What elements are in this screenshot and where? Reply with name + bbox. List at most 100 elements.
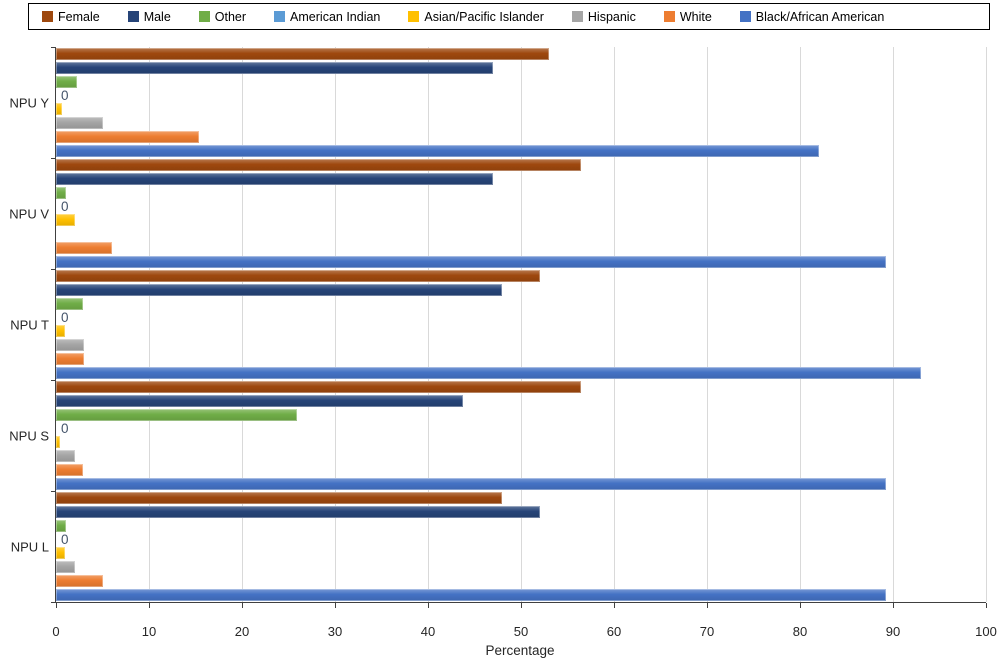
gridline: [148, 47, 150, 602]
x-axis-tick: [892, 603, 894, 608]
legend-item: Other: [198, 9, 247, 24]
y-axis-tick: [51, 601, 56, 603]
x-tick-label: 10: [141, 624, 157, 639]
zero-data-label: 0: [61, 198, 69, 214]
zero-data-label: 0: [61, 87, 69, 103]
gridline: [706, 47, 708, 602]
bar-female: [56, 47, 549, 60]
x-tick-label: 70: [699, 624, 715, 639]
bar-male: [56, 61, 494, 74]
bar-white: [56, 575, 103, 588]
bar-other: [56, 75, 78, 88]
bar-male: [56, 505, 540, 518]
gridline: [613, 47, 615, 602]
legend-label: American Indian: [290, 9, 381, 24]
bar-white: [56, 464, 83, 477]
bar-female: [56, 158, 581, 171]
legend-item: Female: [42, 10, 100, 24]
bar-male: [56, 172, 494, 185]
x-axis-tick: [241, 603, 243, 608]
x-tick-label: 30: [327, 624, 343, 639]
bar-other: [56, 186, 67, 199]
legend-item: Black/African American: [739, 9, 885, 24]
x-axis-tick: [55, 603, 57, 608]
legend-label: Black/African American: [755, 9, 885, 24]
x-tick-label: 20: [234, 624, 250, 639]
y-axis-tick: [51, 157, 56, 159]
legend-label: Asian/Pacific Islander: [424, 9, 544, 24]
bar-other: [56, 519, 67, 532]
gridline: [241, 47, 243, 602]
x-axis-tick: [613, 603, 615, 608]
bar-male: [56, 283, 503, 296]
legend-swatch-icon: [42, 11, 53, 22]
bar-asian-pacific-islander: [56, 214, 75, 227]
bar-hispanic: [56, 339, 84, 352]
bar-hispanic: [56, 450, 75, 463]
category-label: NPU L: [10, 539, 49, 554]
legend-label: White: [679, 9, 712, 24]
bar-other: [56, 297, 83, 310]
bar-black-african-american: [56, 145, 819, 158]
category-label: NPU Y: [9, 95, 50, 110]
bar-asian-pacific-islander: [56, 103, 62, 116]
y-axis-tick: [51, 490, 56, 492]
legend-item: Male: [127, 9, 171, 24]
bar-white: [56, 131, 200, 144]
bar-black-african-american: [56, 589, 887, 602]
bar-black-african-american: [56, 367, 921, 380]
category-label: NPU V: [9, 206, 49, 221]
bar-other: [56, 408, 297, 421]
category-label: NPU S: [9, 428, 49, 443]
legend-label: Hispanic: [587, 9, 636, 24]
x-tick-label: 40: [420, 624, 436, 639]
gridline: [985, 47, 987, 602]
y-axis-tick: [51, 379, 56, 381]
zero-data-label: 0: [61, 531, 69, 547]
bar-hispanic: [56, 117, 103, 130]
x-tick-label: 60: [606, 624, 622, 639]
legend-item: White: [663, 9, 712, 24]
bar-asian-pacific-islander: [56, 547, 66, 560]
chart-area: 0 10 20 30 40 50 60 70 80 90 100 NPU Y 0 NPU V 0 NPU T 0…: [0, 33, 1000, 663]
x-axis-tick: [706, 603, 708, 608]
legend-label: Other: [214, 9, 247, 24]
x-axis-tick: [799, 603, 801, 608]
bar-black-african-american: [56, 256, 887, 269]
legend-label: Female: [58, 9, 100, 24]
bar-female: [56, 491, 503, 504]
legend-swatch-icon: [739, 11, 751, 22]
bar-female: [56, 269, 540, 282]
legend-item: Hispanic: [571, 9, 636, 24]
x-tick-label: 100: [975, 624, 997, 639]
bar-white: [56, 353, 84, 366]
legend-label: Male: [143, 9, 171, 24]
bar-black-african-american: [56, 478, 887, 491]
y-axis-tick: [51, 46, 56, 48]
legend-swatch-icon: [408, 11, 420, 22]
gridline: [799, 47, 801, 602]
bar-female: [56, 380, 581, 393]
x-axis-title: Percentage: [485, 643, 555, 658]
gridline: [334, 47, 336, 602]
bar-male: [56, 394, 464, 407]
x-tick-label: 50: [513, 624, 529, 639]
gridline: [520, 47, 522, 602]
legend-item: American Indian: [274, 10, 380, 24]
x-axis-tick: [520, 603, 522, 608]
x-tick-label: 0: [52, 624, 60, 639]
x-axis-tick: [985, 603, 987, 608]
legend-swatch-icon: [198, 11, 210, 22]
legend-swatch-icon: [127, 11, 139, 22]
category-label: NPU T: [10, 317, 49, 332]
legend: Female Male Other American Indian Asian/Paci…: [28, 3, 990, 30]
x-axis-tick: [334, 603, 336, 608]
x-tick-label: 80: [792, 624, 808, 639]
plot-area: 0 10 20 30 40 50 60 70 80 90 100 NPU Y 0 NPU V 0 NPU T 0…: [9, 46, 997, 639]
zero-data-label: 0: [61, 309, 69, 325]
x-axis-tick: [427, 603, 429, 608]
bar-asian-pacific-islander: [56, 325, 66, 338]
bar-hispanic: [56, 561, 75, 574]
legend-swatch-icon: [571, 11, 583, 22]
bar-asian-pacific-islander: [56, 436, 60, 449]
